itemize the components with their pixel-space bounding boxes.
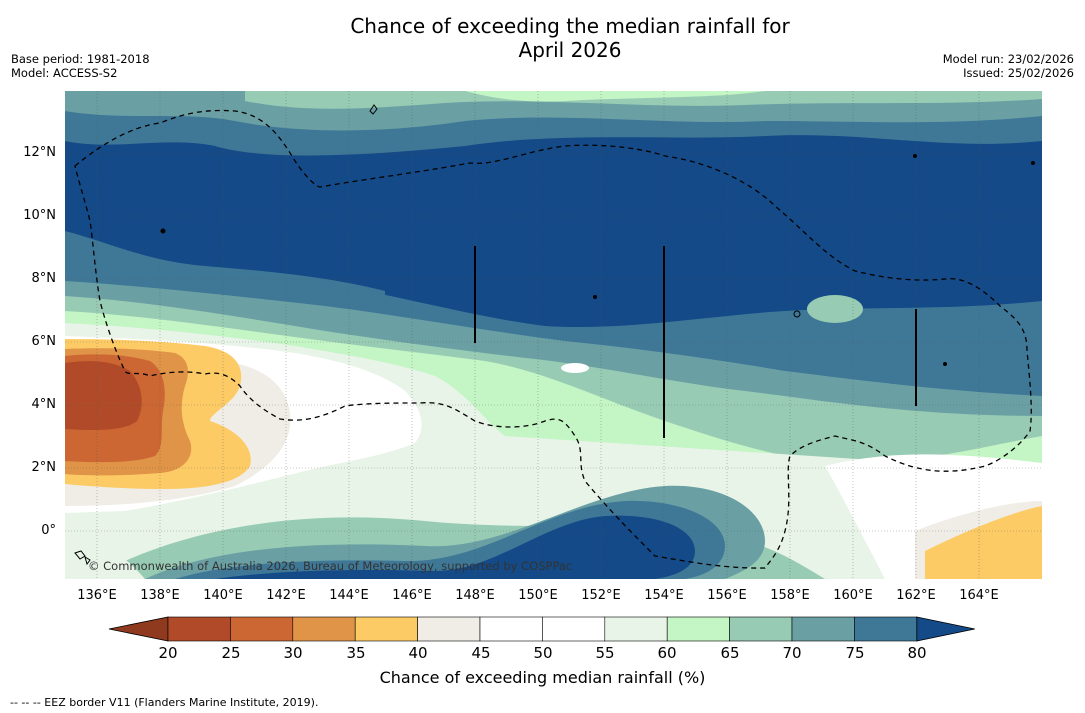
colorbar-tick: 65 — [720, 644, 740, 662]
band-40-east — [925, 506, 1042, 579]
colorbar-cell — [791, 616, 855, 642]
colorbar-extend-high — [916, 616, 975, 642]
colorbar-tick: 45 — [471, 644, 491, 662]
colorbar-cell — [167, 616, 231, 642]
lon-label: 144°E — [329, 588, 369, 603]
colorbar-tick: 75 — [845, 644, 865, 662]
islands — [74, 104, 1035, 566]
base-period: Base period: 1981-2018 — [11, 52, 150, 66]
lat-label: 4°N — [31, 397, 57, 412]
lon-label: 164°E — [959, 588, 999, 603]
model-run: Model run: 23/02/2026 — [942, 52, 1074, 66]
colorbar-tick: 80 — [907, 644, 927, 662]
colorbar-tick: 25 — [221, 644, 241, 662]
lon-label: 140°E — [203, 588, 243, 603]
colorbar-tick: 55 — [595, 644, 615, 662]
band-south-edge — [65, 531, 145, 579]
issued-date: Issued: 25/02/2026 — [963, 66, 1074, 80]
meta-left: Base period: 1981-2018 Model: ACCESS-S2 — [11, 52, 150, 80]
colorbar-cells — [108, 616, 975, 642]
copyright-text: © Commonwealth of Australia 2026, Bureau… — [88, 559, 573, 573]
colorbar-cell — [479, 616, 543, 642]
band-south-80 — [215, 515, 695, 579]
lon-label: 156°E — [707, 588, 747, 603]
lon-label: 138°E — [140, 588, 180, 603]
lat-label: 10°N — [23, 208, 56, 223]
lat-label: 12°N — [23, 145, 56, 160]
lon-label: 162°E — [896, 588, 936, 603]
colorbar-cell — [729, 616, 793, 642]
band-25 — [65, 361, 142, 431]
model-name: Model: ACCESS-S2 — [11, 66, 118, 80]
patch-white — [561, 363, 589, 373]
map-svg — [65, 91, 1042, 579]
colorbar-cell — [417, 616, 481, 642]
colorbar-cell — [292, 616, 356, 642]
lon-label: 152°E — [581, 588, 621, 603]
colorbar-tick: 70 — [782, 644, 802, 662]
lon-label: 146°E — [392, 588, 432, 603]
colorbar-tick: 30 — [283, 644, 303, 662]
colorbar-tick: 40 — [408, 644, 428, 662]
lon-label: 142°E — [266, 588, 306, 603]
lat-label: 0° — [41, 523, 56, 538]
colorbar-extend-low — [108, 616, 169, 642]
map-title: Chance of exceeding the median rainfall … — [0, 14, 1085, 62]
colorbar-cell — [666, 616, 730, 642]
lon-label: 160°E — [833, 588, 873, 603]
lat-label: 8°N — [31, 271, 57, 286]
rainfall-map: © Commonwealth of Australia 2026, Bureau… — [65, 91, 1042, 579]
colorbar-cell — [854, 616, 918, 642]
colorbar-tick: 20 — [158, 644, 178, 662]
meta-right: Model run: 23/02/2026 Issued: 25/02/2026 — [943, 52, 1074, 80]
eez-border — [74, 109, 1032, 569]
colorbar-cell — [604, 616, 668, 642]
lon-label: 136°E — [77, 588, 117, 603]
colorbar-cell — [354, 616, 418, 642]
band-top-65 — [245, 91, 1042, 109]
patch-65 — [807, 295, 863, 323]
lat-label: 6°N — [31, 334, 57, 349]
graticule — [65, 91, 1042, 579]
lon-label: 150°E — [518, 588, 558, 603]
lon-label: 148°E — [455, 588, 495, 603]
eez-footnote: -- -- -- EEZ border V11 (Flanders Marine… — [10, 696, 319, 709]
colorbar-tick: 35 — [346, 644, 366, 662]
lon-label: 154°E — [644, 588, 684, 603]
lon-label: 158°E — [770, 588, 810, 603]
title-line: Chance of exceeding the median rainfall … — [350, 14, 790, 38]
boundary-segments — [474, 246, 917, 438]
subtitle-line: April 2026 — [518, 38, 622, 62]
colorbar — [108, 616, 975, 642]
colorbar-label: Chance of exceeding median rainfall (%) — [379, 668, 706, 687]
colorbar-cell — [542, 616, 606, 642]
lat-label: 2°N — [31, 460, 57, 475]
colorbar-tick: 60 — [657, 644, 677, 662]
band-top-60 — [465, 91, 765, 102]
colorbar-cell — [230, 616, 294, 642]
colorbar-tick: 50 — [533, 644, 553, 662]
